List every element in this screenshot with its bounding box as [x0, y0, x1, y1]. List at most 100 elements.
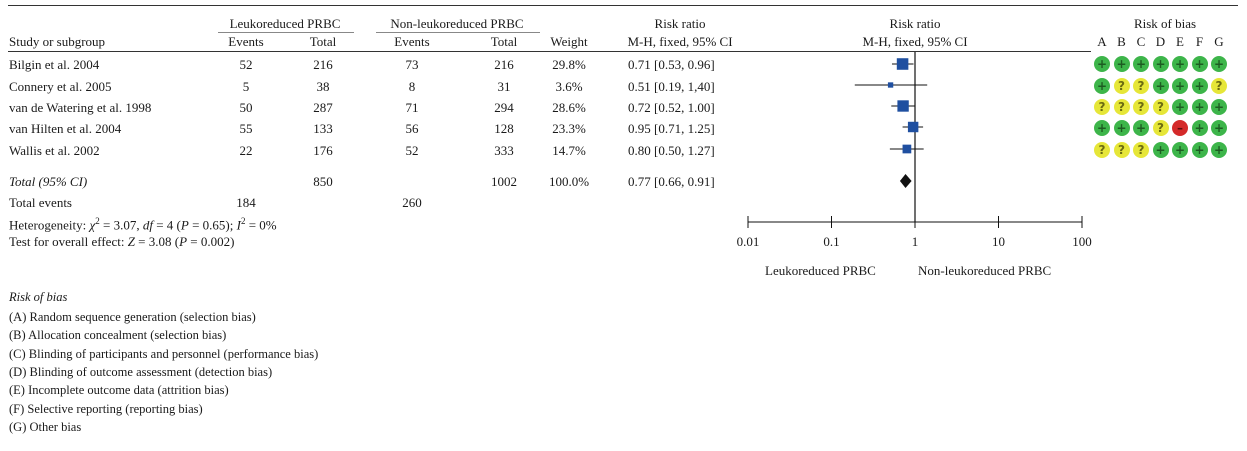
effect-square [902, 144, 912, 154]
total1-cell: 38 [316, 79, 330, 94]
rob-legend-item: (C) Blinding of participants and personn… [9, 346, 319, 361]
oe-p-value: = 0.002) [187, 234, 235, 249]
het-mid: = 3.07, [99, 217, 143, 233]
events2-cell: 52 [405, 143, 419, 158]
study-name: Wallis et al. 2002 [9, 143, 100, 158]
rob-dot-e: + [1172, 78, 1188, 94]
het-chi: χ [89, 217, 96, 233]
rob-dot-b: ? [1113, 99, 1130, 115]
rob-title: Risk of bias [1133, 16, 1197, 31]
events2-header: Events [394, 34, 430, 49]
rr-title: Risk ratio [654, 16, 706, 31]
group1-header: Leukoreduced PRBC [229, 16, 341, 31]
rob-letter-b: B [1117, 34, 1126, 49]
rob-dot-a: + [1094, 56, 1110, 72]
rob-letter-g: G [1214, 34, 1224, 49]
oe-prefix: Test for overall effect: [9, 234, 128, 249]
rob-dot-b: + [1113, 120, 1130, 136]
group1-underline [218, 32, 354, 33]
ci-cell: 0.51 [0.19, 1,40] [628, 79, 715, 94]
total-ci: 0.77 [0.66, 0.91] [628, 174, 715, 189]
rob-dot-d: ? [1152, 120, 1169, 136]
rob-dot-c: ? [1133, 78, 1149, 94]
forest-plot: 0.01 0.1 1 10 100 [737, 52, 1092, 249]
events2-cell: 56 [405, 121, 419, 136]
rob-legend-item: (B) Allocation concealment (selection bi… [9, 328, 227, 343]
rob-dot-b: + [1113, 56, 1130, 72]
rob-legend-title: Risk of bias [9, 290, 68, 304]
plot-title: Risk ratio [889, 16, 941, 31]
x-axis-tick-label: 0.1 [823, 234, 839, 249]
study-name: Bilgin et al. 2004 [9, 57, 100, 72]
rob-dot-d: + [1152, 78, 1169, 94]
rob-dot-f: + [1191, 142, 1208, 158]
overall-effect-text: Test for overall effect: Z = 3.08 (P = 0… [9, 234, 234, 249]
rob-dot-f: + [1191, 56, 1208, 72]
x-axis-tick-label: 0.01 [737, 234, 760, 249]
rob-dot-a: ? [1094, 142, 1110, 158]
het-p-value: = 0.65); [188, 217, 237, 233]
events1-cell: 55 [239, 121, 253, 136]
x-axis-tick-label: 1 [912, 234, 919, 249]
rob-dot-f: + [1191, 120, 1208, 136]
weight-cell: 23.3% [552, 121, 586, 136]
effect-square [907, 121, 919, 133]
het-sup: 2 [95, 216, 100, 226]
ci-cell: 0.72 [0.52, 1.00] [628, 100, 715, 115]
rob-legend-item: (A) Random sequence generation (selectio… [9, 310, 256, 324]
study-col-header: Study or subgroup [9, 34, 106, 49]
x-axis-tick-label: 100 [1072, 234, 1092, 249]
rob-dot-g: + [1211, 142, 1227, 158]
total1-cell: 287 [313, 100, 333, 115]
rob-dot-e: + [1172, 56, 1188, 72]
rob-legend-item: (D) Blinding of outcome assessment (dete… [9, 364, 273, 379]
rob-dot-g: + [1211, 56, 1227, 72]
events2-cell: 73 [405, 57, 419, 72]
total2-header: Total [490, 34, 518, 49]
weight-header: Weight [550, 34, 588, 49]
total1-cell: 133 [313, 121, 333, 136]
rob-letter-d: D [1155, 34, 1166, 49]
oe-z-label: Z [127, 234, 135, 249]
rob-dot-a: + [1094, 78, 1110, 94]
total-t2: 1002 [491, 174, 517, 189]
total-events-e2: 260 [402, 195, 422, 210]
rob-letter-c: C [1136, 34, 1146, 49]
ci-cell: 0.71 [0.53, 0.96] [628, 57, 715, 72]
ci-cell: 0.95 [0.71, 1.25] [628, 121, 715, 136]
group2-header: Non-leukoreduced PRBC [390, 16, 524, 31]
events1-cell: 22 [239, 143, 253, 158]
rob-dot-e: + [1172, 142, 1188, 158]
events1-header: Events [228, 34, 264, 49]
total-events-e1: 184 [236, 195, 256, 210]
axis-right-label: Non-leukoreduced PRBC [918, 263, 1052, 278]
top-rule [8, 5, 1238, 6]
rob-dot-a: ? [1094, 99, 1110, 115]
rob-dot-f: + [1191, 78, 1208, 94]
total1-cell: 216 [313, 57, 333, 72]
heterogeneity-text: Heterogeneity: χ2 = 3.07, df = 4 (P = 0.… [9, 214, 277, 232]
rob-dot-g: + [1211, 120, 1227, 136]
events2-cell: 71 [405, 100, 419, 115]
weight-cell: 14.7% [552, 143, 586, 158]
total2-cell: 333 [494, 143, 514, 158]
het-i-value: = 0% [245, 217, 277, 233]
rob-letter-e: E [1176, 34, 1184, 49]
rob-dot-d: + [1152, 142, 1169, 158]
rob-dot-g: + [1211, 99, 1227, 115]
rob-legend-item: (F) Selective reporting (reporting bias) [9, 401, 203, 416]
total-weight: 100.0% [548, 174, 590, 189]
total2-cell: 128 [494, 121, 514, 136]
events1-cell: 52 [239, 57, 253, 72]
group2-underline [376, 32, 540, 33]
weight-cell: 28.6% [552, 100, 586, 115]
oe-z-value: = 3.08 ( [134, 234, 180, 249]
het-df-value: = 4 ( [152, 217, 181, 233]
total-events-label: Total events [9, 195, 72, 210]
rob-dot-c: ? [1133, 142, 1149, 158]
header-rule [8, 51, 1091, 52]
het-i-label: I [236, 217, 241, 233]
study-name: van de Watering et al. 1998 [9, 100, 152, 115]
total-t1: 850 [313, 174, 333, 189]
rob-dot-g: ? [1211, 78, 1227, 94]
